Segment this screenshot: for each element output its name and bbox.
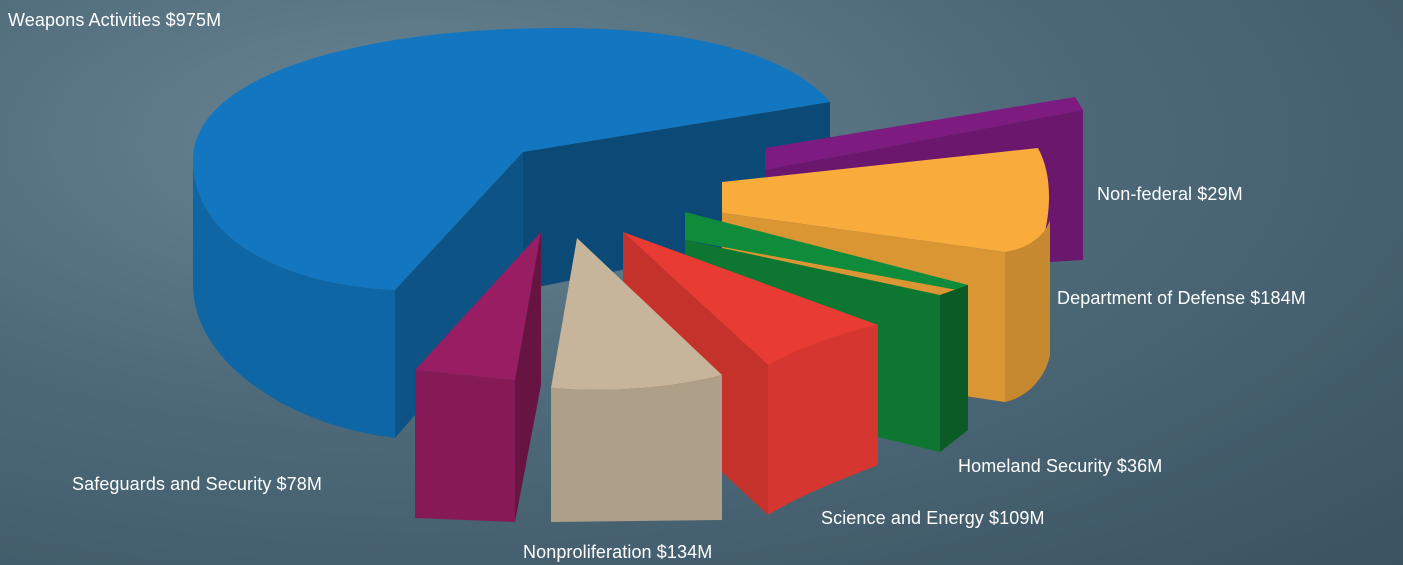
label-weapons-activities: Weapons Activities $975M: [8, 10, 222, 30]
slice-department-of-defense: [722, 148, 1050, 253]
label-homeland-security: Homeland Security $36M: [958, 456, 1163, 476]
slice-homeland-security: [685, 212, 968, 292]
label-non-federal: Non-federal $29M: [1097, 184, 1243, 204]
slice-safeguards-and-security-side: [415, 370, 515, 522]
label-department-of-defense: Department of Defense $184M: [1057, 288, 1306, 308]
slice-nonproliferation: [551, 238, 722, 390]
slice-safeguards-and-security: [415, 232, 541, 380]
slice-weapons-activities-side: [193, 160, 395, 438]
slice-weapons-activities: [193, 28, 830, 290]
label-safeguards-and-security: Safeguards and Security $78M: [72, 474, 322, 494]
label-science-and-energy: Science and Energy $109M: [821, 508, 1045, 528]
slice-homeland-security-side: [940, 285, 968, 452]
slice-safeguards-and-security-face: [515, 232, 541, 522]
label-nonproliferation: Nonproliferation $134M: [523, 542, 713, 562]
slice-department-of-defense-side: [1005, 220, 1050, 402]
slice-science-and-energy-side: [768, 325, 878, 515]
slice-nonproliferation-side: [551, 375, 722, 522]
slice-science-and-energy: [623, 232, 878, 365]
slice-non-federal: [765, 97, 1083, 170]
